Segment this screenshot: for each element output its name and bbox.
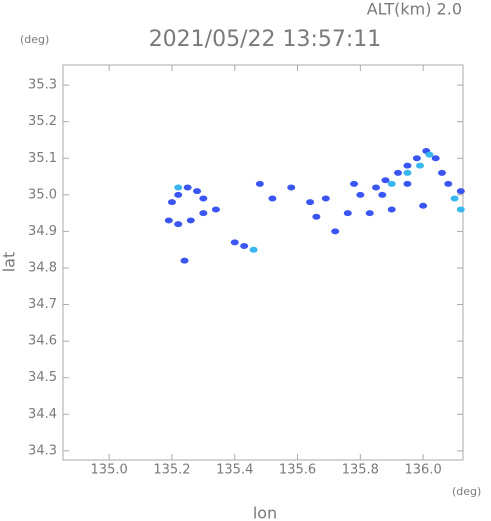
x-unit: (deg) bbox=[452, 485, 481, 498]
echo-point bbox=[387, 180, 396, 187]
echo-point bbox=[164, 217, 173, 224]
echo-point bbox=[394, 169, 403, 176]
x-tick-label: 135.2 bbox=[153, 463, 190, 478]
echo-point bbox=[387, 206, 396, 213]
echo-point bbox=[287, 184, 296, 191]
echo-point bbox=[174, 221, 183, 228]
echo-point bbox=[403, 169, 412, 176]
echo-point bbox=[255, 180, 264, 187]
x-axis-label: lon bbox=[253, 504, 277, 521]
echo-point bbox=[381, 177, 390, 184]
echo-point bbox=[350, 180, 359, 187]
echo-point bbox=[312, 213, 321, 220]
echo-point bbox=[437, 169, 446, 176]
echo-point bbox=[331, 228, 340, 235]
echo-point bbox=[365, 210, 374, 217]
echo-point bbox=[403, 162, 412, 169]
x-tick-label: 135.8 bbox=[342, 463, 379, 478]
echo-point bbox=[268, 195, 277, 202]
echo-point bbox=[456, 188, 465, 195]
y-tick-label: 35.0 bbox=[28, 187, 57, 202]
echo-point bbox=[456, 206, 465, 213]
echo-point bbox=[186, 217, 195, 224]
subtitle: ALT(km) 2.0 bbox=[367, 0, 462, 19]
y-tick-label: 34.7 bbox=[28, 297, 57, 312]
echo-point bbox=[378, 191, 387, 198]
x-tick-label: 135.4 bbox=[216, 463, 253, 478]
echo-point bbox=[306, 199, 315, 206]
y-tick-label: 34.6 bbox=[28, 334, 57, 349]
echo-point bbox=[450, 195, 459, 202]
echo-point bbox=[412, 155, 421, 162]
echo-point bbox=[183, 184, 192, 191]
y-unit: (deg) bbox=[20, 33, 49, 46]
y-axis-label: lat bbox=[0, 252, 19, 273]
echo-point bbox=[419, 202, 428, 209]
echo-point bbox=[199, 210, 208, 217]
y-tick-label: 35.2 bbox=[28, 114, 57, 129]
y-tick-label: 34.3 bbox=[28, 443, 57, 458]
echo-point bbox=[174, 184, 183, 191]
echo-point bbox=[167, 199, 176, 206]
echo-point bbox=[174, 191, 183, 198]
echo-point bbox=[240, 243, 249, 250]
echo-point bbox=[321, 195, 330, 202]
plot-frame bbox=[62, 64, 464, 461]
x-tick-label: 136.0 bbox=[405, 463, 442, 478]
y-tick-label: 34.4 bbox=[28, 407, 57, 422]
echo-point bbox=[193, 188, 202, 195]
echo-point bbox=[431, 155, 440, 162]
chart-title: 2021/05/22 13:57:11 bbox=[149, 27, 382, 52]
x-tick-label: 135.0 bbox=[91, 463, 128, 478]
y-tick-label: 35.3 bbox=[28, 78, 57, 93]
echo-point bbox=[343, 210, 352, 217]
y-tick-label: 34.8 bbox=[28, 260, 57, 275]
echo-point bbox=[180, 257, 189, 264]
echo-point bbox=[425, 151, 434, 158]
echo-point bbox=[372, 184, 381, 191]
y-tick-label: 35.1 bbox=[28, 151, 57, 166]
echo-point bbox=[403, 180, 412, 187]
echo-point bbox=[230, 239, 239, 246]
echo-point bbox=[444, 180, 453, 187]
y-tick-label: 34.5 bbox=[28, 370, 57, 385]
echo-point bbox=[211, 206, 220, 213]
y-tick-label: 34.9 bbox=[28, 224, 57, 239]
echo-point bbox=[415, 162, 424, 169]
echo-point bbox=[249, 246, 258, 253]
echo-point bbox=[356, 191, 365, 198]
echo-point bbox=[199, 195, 208, 202]
x-tick-label: 135.6 bbox=[279, 463, 316, 478]
